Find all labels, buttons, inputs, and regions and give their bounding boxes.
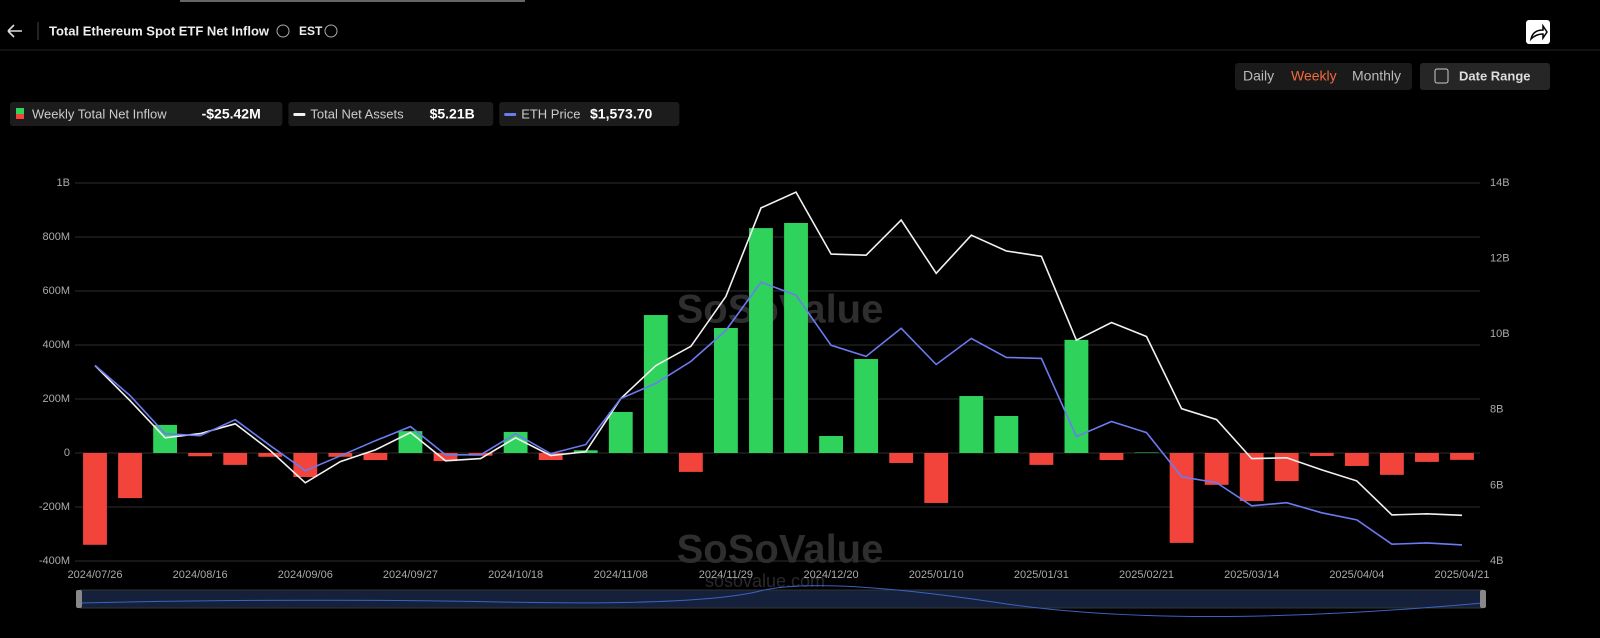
bar — [959, 396, 984, 453]
legend-swatch — [293, 113, 306, 116]
bar — [1309, 453, 1334, 456]
period-switch — [1235, 63, 1412, 90]
page-title: Total Ethereum Spot ETF Net Inflow — [49, 23, 270, 38]
bar — [1415, 453, 1439, 462]
date-range-button[interactable] — [1420, 63, 1550, 90]
bar — [83, 453, 107, 545]
navigator[interactable] — [79, 589, 1484, 609]
watermark: SoSoValue — [677, 288, 884, 332]
y-tick-label: 1B — [57, 177, 70, 189]
legend-item[interactable] — [288, 102, 494, 126]
y-tick-label: 800M — [42, 231, 70, 243]
x-tick-label: 2024/12/20 — [804, 569, 859, 581]
y2-tick-label: 12B — [1490, 253, 1510, 265]
bar — [1204, 453, 1229, 485]
top-bar — [180, 0, 525, 2]
y-tick-label: 200M — [42, 393, 70, 405]
bar — [819, 435, 843, 453]
y2-tick-label: 4B — [1490, 555, 1503, 567]
legend-value: $5.21B — [430, 106, 475, 122]
bar — [1169, 453, 1194, 543]
legend-item[interactable] — [499, 102, 680, 126]
watermark: SoSoValue — [677, 528, 884, 572]
info-icon[interactable] — [276, 24, 290, 38]
legend-swatch — [504, 113, 517, 116]
bar — [608, 411, 633, 453]
bar — [1344, 453, 1369, 466]
period-option[interactable]: Daily — [1243, 68, 1274, 84]
bar — [433, 453, 458, 462]
navigator-line — [79, 585, 1484, 617]
bar — [889, 453, 914, 463]
legend-label: ETH Price — [521, 106, 580, 121]
bar — [293, 453, 318, 478]
bar — [854, 359, 879, 453]
legend-swatch — [16, 114, 24, 119]
bar — [223, 453, 248, 465]
y-tick-label: 600M — [42, 285, 70, 297]
x-tick-label: 2024/09/06 — [278, 569, 333, 581]
x-tick-label: 2025/01/10 — [909, 569, 964, 581]
bar — [1029, 453, 1054, 465]
navigator-handle[interactable] — [76, 590, 82, 608]
bar — [678, 453, 703, 472]
bar — [1379, 453, 1404, 475]
bar — [1099, 453, 1124, 461]
y-tick-label: -400M — [39, 555, 70, 567]
legend-value: $1,573.70 — [590, 106, 652, 122]
legend-label: Total Net Assets — [310, 106, 404, 121]
bar — [398, 431, 423, 453]
x-tick-label: 2024/10/18 — [488, 569, 543, 581]
bar — [924, 453, 949, 503]
y-tick-label: 0 — [64, 447, 70, 459]
y2-tick-label: 10B — [1490, 328, 1510, 340]
x-tick-label: 2025/03/14 — [1224, 569, 1279, 581]
x-tick-label: 2025/01/31 — [1014, 569, 1069, 581]
bar — [363, 453, 388, 461]
legend-label: Weekly Total Net Inflow — [32, 106, 167, 121]
navigator-handle[interactable] — [1480, 590, 1486, 608]
bar — [258, 453, 283, 457]
watermark-url: sosovalue.com — [705, 571, 825, 591]
bar — [1239, 453, 1264, 502]
timezone: EST — [299, 24, 323, 38]
y-tick-label: 400M — [42, 339, 70, 351]
calendar-icon — [1434, 68, 1449, 84]
bar — [118, 453, 142, 499]
y2-tick-label: 8B — [1490, 404, 1503, 416]
legend-value: -$25.42M — [202, 106, 261, 122]
line-series — [94, 281, 1463, 546]
share-icon — [1529, 23, 1548, 42]
x-tick-label: 2025/04/21 — [1434, 569, 1489, 581]
bar — [1134, 452, 1159, 453]
y-tick-label: -200M — [39, 501, 70, 513]
x-tick-label: 2024/11/29 — [699, 569, 753, 581]
period-option[interactable]: Monthly — [1352, 68, 1401, 84]
y2-tick-label: 6B — [1490, 479, 1503, 491]
period-option[interactable]: Weekly — [1291, 68, 1337, 84]
x-tick-label: 2024/07/26 — [67, 569, 122, 581]
info-icon[interactable] — [324, 24, 338, 38]
bar — [749, 228, 773, 453]
x-tick-label: 2025/02/21 — [1119, 569, 1174, 581]
bar — [1450, 453, 1474, 460]
back-button[interactable] — [7, 24, 22, 38]
y2-tick-label: 14B — [1490, 177, 1510, 189]
x-tick-label: 2025/04/04 — [1329, 569, 1384, 581]
legend-swatch — [16, 108, 24, 114]
bar — [994, 416, 1019, 453]
x-tick-label: 2024/08/16 — [173, 569, 228, 581]
bar — [538, 453, 563, 461]
bar — [714, 327, 738, 453]
bar — [188, 453, 213, 457]
bar — [328, 453, 353, 457]
legend-item[interactable] — [10, 102, 283, 126]
bar — [784, 222, 808, 453]
x-tick-label: 2024/09/27 — [383, 569, 438, 581]
line-series — [94, 191, 1463, 517]
x-tick-label: 2024/11/08 — [594, 569, 648, 581]
date-range-label[interactable]: Date Range — [1459, 68, 1531, 83]
